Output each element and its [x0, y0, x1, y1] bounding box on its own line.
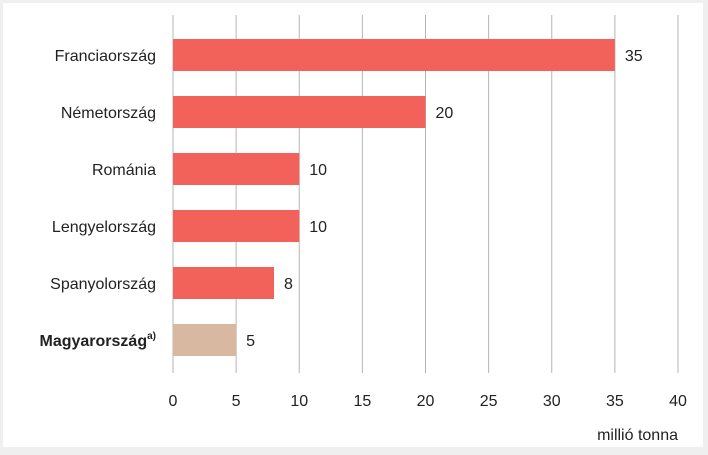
category-label: Németország [61, 105, 156, 122]
value-label: 10 [309, 219, 327, 236]
category-name: Lengyelország [52, 219, 156, 236]
bar [173, 39, 615, 71]
bar [173, 210, 300, 242]
x-axis-ticks: 0 5 10 15 20 25 30 35 40 [169, 393, 687, 410]
value-label: 10 [309, 162, 327, 179]
value-label: 5 [246, 333, 255, 350]
category-footnote-marker: a) [147, 331, 156, 342]
bar [173, 153, 300, 185]
category-label: Spanyolország [50, 276, 156, 293]
value-labels: 35 20 10 10 8 5 [246, 48, 643, 350]
category-label: Románia [92, 162, 156, 179]
x-tick-label: 20 [417, 393, 435, 410]
x-axis-label: millió tonna [597, 427, 678, 444]
category-label: Franciaország [55, 48, 156, 65]
x-tick-label: 15 [353, 393, 371, 410]
category-labels: Franciaország Németország Románia Lengyelor… [40, 48, 157, 350]
bar-chart: Franciaország Németország Románia Lengyelor… [40, 15, 687, 444]
x-tick-label: 5 [232, 393, 241, 410]
value-label: 8 [284, 276, 293, 293]
x-tick-label: 30 [543, 393, 561, 410]
x-tick-label: 10 [290, 393, 308, 410]
chart-frame: Franciaország Németország Románia Lengyelor… [3, 3, 703, 447]
value-label: 35 [625, 48, 643, 65]
bar [173, 267, 274, 299]
category-name: Magyarország [40, 333, 148, 350]
category-name: Németország [61, 105, 156, 122]
value-label: 20 [436, 105, 454, 122]
bars [173, 39, 615, 356]
category-label: Lengyelország [52, 219, 156, 236]
category-name: Franciaország [55, 48, 156, 65]
bar [173, 324, 237, 356]
grid-lines [172, 15, 679, 373]
x-tick-label: 25 [480, 393, 498, 410]
category-name: Románia [92, 162, 156, 179]
x-tick-label: 0 [169, 393, 178, 410]
category-label: Magyarországa) [40, 331, 157, 350]
x-tick-label: 35 [606, 393, 624, 410]
bar [173, 96, 426, 128]
category-name: Spanyolország [50, 276, 156, 293]
x-tick-label: 40 [669, 393, 687, 410]
